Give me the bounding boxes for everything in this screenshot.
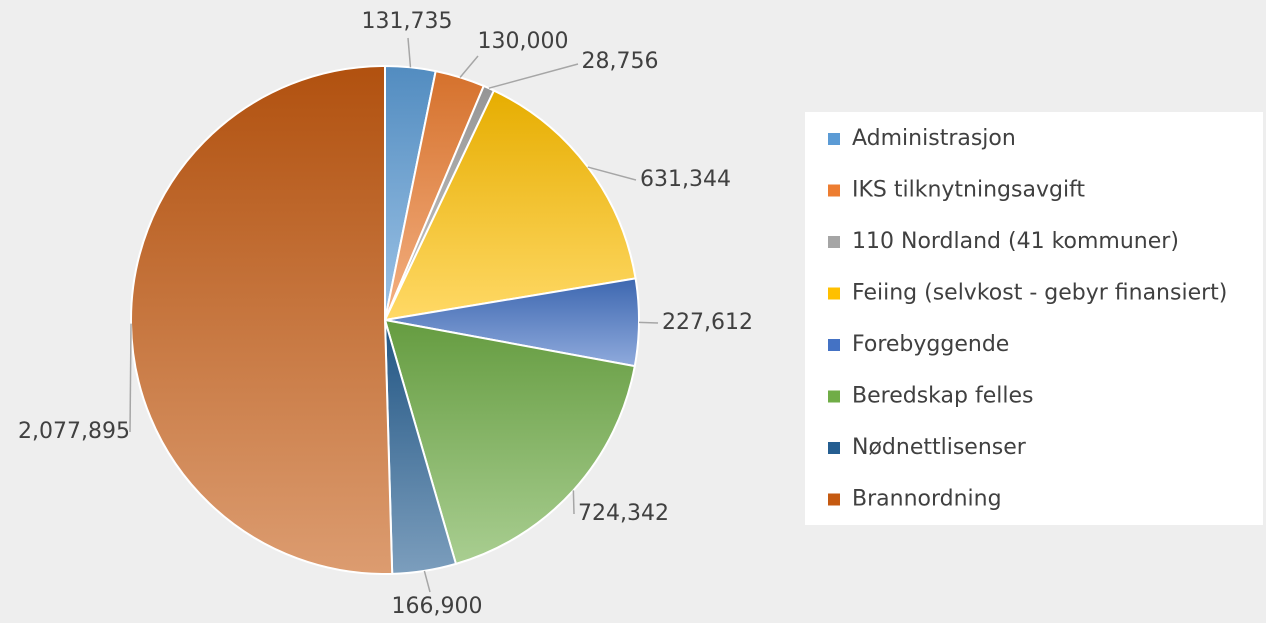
data-label: 28,756 xyxy=(582,49,659,74)
data-label: 227,612 xyxy=(662,310,753,335)
leader-line xyxy=(572,490,575,515)
leader-line xyxy=(638,321,659,324)
legend-label: Nødnettlisenser xyxy=(852,435,1027,460)
legend-swatch xyxy=(828,184,840,197)
legend-swatch xyxy=(828,287,840,300)
legend-label: Feiing (selvkost - gebyr finansiert) xyxy=(852,281,1227,306)
legend-label: IKS tilknytningsavgift xyxy=(852,178,1085,203)
legend-swatch xyxy=(828,493,840,506)
legend-label: Beredskap felles xyxy=(852,384,1033,409)
data-label: 631,344 xyxy=(640,167,731,192)
legend-swatch xyxy=(828,339,840,351)
legend-label: Brannordning xyxy=(852,487,1002,512)
data-label: 130,000 xyxy=(478,29,569,54)
leader-line xyxy=(488,63,579,89)
leader-line xyxy=(423,570,431,593)
leader-line xyxy=(407,37,412,68)
legend-label: Administrasjon xyxy=(852,126,1016,151)
pie-slice xyxy=(383,89,637,322)
legend-swatch xyxy=(828,133,840,145)
legend-swatch xyxy=(828,442,840,454)
pie-slice xyxy=(130,64,394,575)
data-label: 2,077,895 xyxy=(18,419,130,444)
data-label: 131,735 xyxy=(362,9,453,34)
data-label: 166,900 xyxy=(392,594,483,619)
legend-swatch xyxy=(828,390,840,403)
legend-swatch xyxy=(828,236,840,248)
leader-line xyxy=(459,55,479,78)
legend-box xyxy=(805,112,1263,525)
legend-label: 110 Nordland (41 kommuner) xyxy=(852,229,1179,254)
leader-line xyxy=(587,166,637,181)
leader-line xyxy=(129,323,132,433)
legend-label: Forebyggende xyxy=(852,332,1009,357)
data-label: 724,342 xyxy=(578,501,669,526)
